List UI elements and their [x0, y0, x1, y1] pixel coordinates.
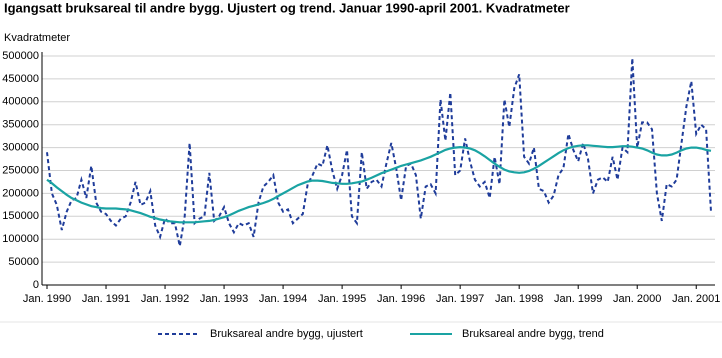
- x-tick-label: Jan. 1997: [436, 293, 484, 305]
- series-line: [46, 144, 712, 224]
- x-tick-label: Jan. 1992: [141, 293, 189, 305]
- x-tick-label: Jan. 1993: [200, 293, 248, 305]
- y-axis-label: Kvadratmeter: [4, 32, 70, 44]
- legend-label: Bruksareal andre bygg, ujustert: [210, 328, 363, 340]
- x-tick-label: Jan. 1999: [554, 293, 602, 305]
- y-tick-label: 150000: [2, 210, 39, 222]
- legend-label: Bruksareal andre bygg, trend: [462, 328, 604, 340]
- y-tick-label: 350000: [2, 119, 39, 131]
- y-tick-label: 500000: [2, 50, 39, 62]
- x-tick-label: Jan. 2000: [613, 293, 661, 305]
- y-tick-label: 100000: [2, 233, 39, 245]
- x-tick-label: Jan. 1998: [495, 293, 543, 305]
- x-tick-label: Jan. 1990: [23, 293, 71, 305]
- y-tick-label: 400000: [2, 96, 39, 108]
- x-tick-label: Jan. 1996: [377, 293, 425, 305]
- series-line: [46, 58, 712, 247]
- y-tick-label: 300000: [2, 142, 39, 154]
- chart-title: Igangsatt bruksareal til andre bygg. Uju…: [4, 0, 570, 15]
- x-tick-label: Jan. 1994: [259, 293, 307, 305]
- y-tick-label: 250000: [2, 164, 39, 176]
- y-tick-label: 200000: [2, 187, 39, 199]
- y-tick-label: 0: [33, 279, 39, 291]
- x-tick-label: Jan. 2001: [672, 293, 720, 305]
- y-tick-label: 50000: [8, 256, 39, 268]
- y-tick-label: 450000: [2, 73, 39, 85]
- x-tick-label: Jan. 1995: [318, 293, 366, 305]
- x-tick-label: Jan. 1991: [82, 293, 130, 305]
